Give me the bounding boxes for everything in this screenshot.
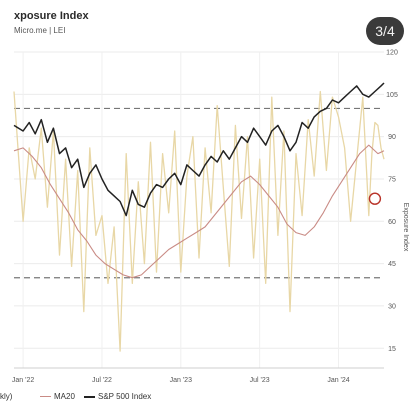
- x-tick-label-3: Jul '23: [250, 377, 270, 384]
- highlight-marker: [369, 193, 380, 204]
- chart-grid: [14, 52, 384, 368]
- x-tick-label-4: Jan '24: [327, 377, 349, 384]
- x-tick-label-2: Jan '23: [170, 377, 192, 384]
- legend-item-ma20: MA20: [40, 392, 75, 401]
- y-tick-label-60: 60: [388, 219, 396, 226]
- legend-item-sp500: S&P 500 Index: [84, 392, 151, 401]
- y-tick-label-45: 45: [388, 261, 396, 268]
- x-tick-label-1: Jul '22: [92, 377, 112, 384]
- chart-series: [14, 83, 384, 351]
- y-tick-label-75: 75: [388, 176, 396, 183]
- y-tick-label-105: 105: [386, 92, 398, 99]
- y-axis-tick-labels: 15 30 45 60 75 90 105 120: [386, 50, 398, 353]
- x-tick-label-0: Jan '22: [12, 377, 34, 384]
- y-axis-title: Exposure Index: [402, 203, 409, 252]
- legend-truncated-label: kly): [0, 392, 12, 401]
- y-tick-label-90: 90: [388, 134, 396, 141]
- legend-swatch-ma20: [40, 396, 51, 397]
- legend-swatch-sp500: [84, 396, 95, 398]
- y-tick-label-120: 120: [386, 50, 398, 57]
- legend-label-ma20: MA20: [54, 392, 75, 401]
- y-tick-label-30: 30: [388, 303, 396, 310]
- x-axis-tick-labels: Jan '22 Jul '22 Jan '23 Jul '23 Jan '24: [12, 377, 350, 384]
- chart-marks: [369, 193, 380, 204]
- y-tick-label-15: 15: [388, 346, 396, 353]
- legend-label-sp500: S&P 500 Index: [98, 392, 151, 401]
